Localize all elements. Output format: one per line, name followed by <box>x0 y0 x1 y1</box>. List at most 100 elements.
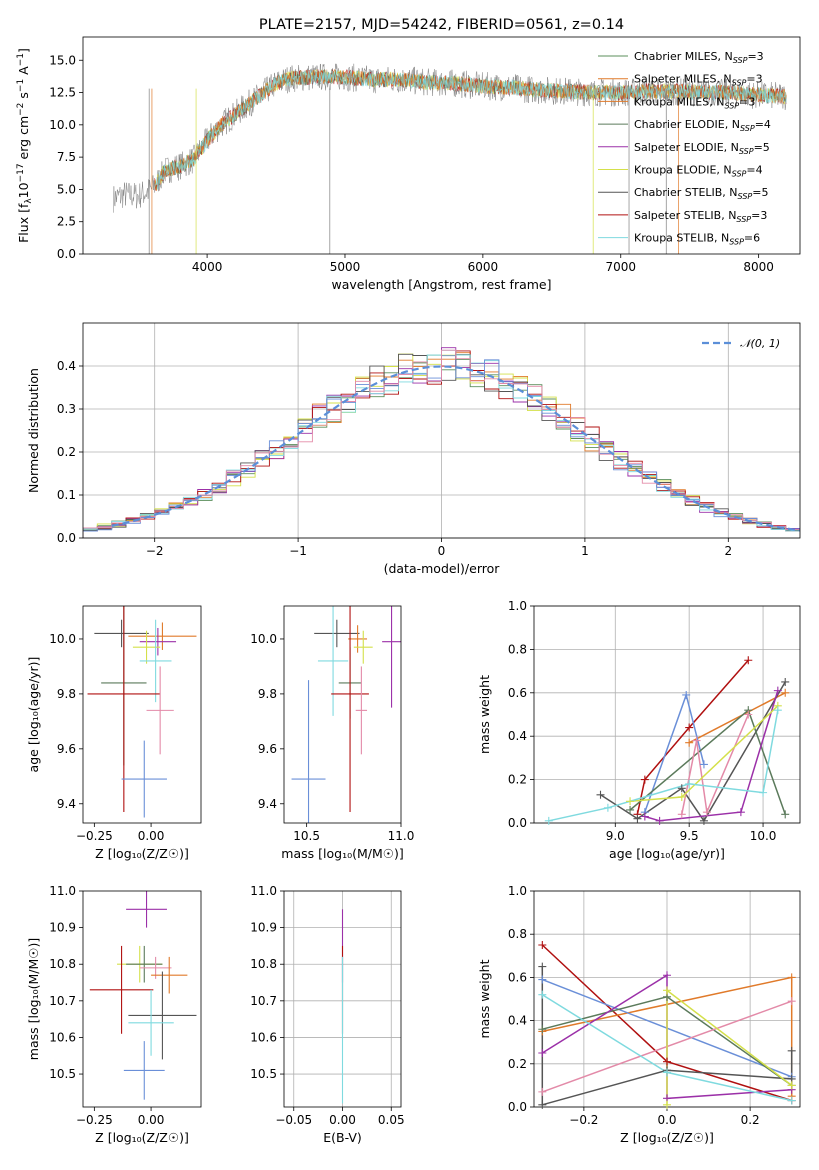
y-tick-label: 15.0 <box>49 53 76 67</box>
legend-entry: Salpeter STELIB, NSSP=3 <box>634 209 767 224</box>
panel-residuals: −2 −1 0 1 2 0.0 0.1 0.2 0.3 0.4 (data-model)/error… <box>26 322 801 576</box>
plot-area-age_vs_mass <box>291 606 401 823</box>
x-tick-label: 10.0 <box>750 829 777 843</box>
weight-marker <box>744 656 753 665</box>
weight-line <box>681 714 749 815</box>
legend-entry-tail: =3 <box>751 209 767 222</box>
weight-line <box>636 659 749 815</box>
legend-entry-base: Kroupa STELIB, N <box>634 232 729 245</box>
y-tick-label: 1.0 <box>508 884 527 898</box>
legend-entry: Kroupa STELIB, NSSP=6 <box>634 232 760 247</box>
legend-entry-tail: =4 <box>746 164 762 177</box>
weight-marker <box>787 1081 796 1090</box>
x-axis-label: mass [log₁₀(M/M☉)] <box>281 846 403 861</box>
y-axis-label: Flux [fλ10−17 erg cm−2 s−1 A−1] <box>16 48 34 243</box>
y-tick-label: 0.1 <box>57 488 76 502</box>
plot-area-age_vs_Z <box>87 606 197 818</box>
y-tick-label: 0.8 <box>508 642 527 656</box>
legend-entry: 𝒩(0, 1) <box>740 337 780 350</box>
y-tick-label: 9.4 <box>57 797 76 811</box>
weight-marker <box>685 738 694 747</box>
y-tick-label: 10.6 <box>250 1030 277 1044</box>
axes-frame <box>283 890 402 1108</box>
weight-marker <box>744 710 753 719</box>
legend-entry: Salpeter MILES, NSSP=3 <box>634 73 763 88</box>
y-tick-label: 0.0 <box>508 816 527 830</box>
normal-curve <box>111 365 800 532</box>
y-tick-label: 10.8 <box>49 957 76 971</box>
legend-entry-sub: SSP <box>739 147 754 156</box>
weight-line <box>688 692 786 744</box>
y-axis-label-part: ] <box>16 48 31 53</box>
y-tick-label: 10.8 <box>250 957 277 971</box>
y-tick-label: 11.0 <box>250 884 277 898</box>
plot-area-mass_vs_Z <box>89 891 197 1100</box>
y-tick-label: 0.2 <box>508 773 527 787</box>
x-tick-label: 0 <box>438 544 446 558</box>
panel-weight_vs_Z: −0.2 0.0 0.2 0.0 0.2 0.4 0.6 0.8 1.0 Z [log₁₀(Z/Z… <box>477 884 801 1145</box>
x-tick-label: −1 <box>289 544 307 558</box>
x-tick-label: 6000 <box>468 260 499 274</box>
x-axis-label: E(B-V) <box>323 1130 362 1145</box>
x-tick-label: 0.00 <box>138 1113 165 1127</box>
panel-mass_vs_Z: −0.25 0.00 10.5 10.6 10.7 10.8 10.9 11.0 Z [log₁… <box>26 884 202 1145</box>
weight-marker <box>626 797 635 806</box>
y-tick-label: 0.4 <box>57 359 76 373</box>
y-axis-label-part: s <box>16 92 31 103</box>
legend-entry-sub: SSP <box>740 124 755 133</box>
y-axis-label-part: λ <box>24 198 34 204</box>
y-axis-label-part: A <box>16 66 31 79</box>
legend-entry-tail: =3 <box>747 50 763 63</box>
y-axis-label-part: −1 <box>16 79 26 92</box>
weight-marker <box>663 1068 671 1077</box>
y-axis-label: age [log₁₀(age/yr)] <box>26 657 41 773</box>
weight-line <box>600 681 786 823</box>
legend-entry-sub: SSP <box>724 101 739 110</box>
weight-marker <box>682 690 691 699</box>
x-tick-label: 2 <box>724 544 732 558</box>
legend-entry-tail: =5 <box>752 186 768 199</box>
weight-marker <box>699 816 708 825</box>
y-tick-label: 12.5 <box>49 86 76 100</box>
weight-marker <box>538 1100 547 1109</box>
y-tick-label: 0.8 <box>508 927 527 941</box>
legend-entry-sub: SSP <box>738 192 753 201</box>
x-axis-label: Z [log₁₀(Z/Z☉)] <box>95 1130 189 1145</box>
y-tick-label: 0.2 <box>508 1057 527 1071</box>
y-tick-label: 7.5 <box>57 150 76 164</box>
legend-entry-tail: =4 <box>755 118 771 131</box>
weight-marker <box>685 779 694 788</box>
chart-title: PLATE=2157, MJD=54242, FIBERID=0561, z=0… <box>259 17 624 33</box>
axes-frame <box>283 605 402 824</box>
weight-marker <box>538 1087 547 1096</box>
y-tick-label: 10.6 <box>49 1030 76 1044</box>
weight-marker <box>603 803 612 812</box>
y-tick-label: 5.0 <box>57 182 76 196</box>
legend-entry-base: Chabrier ELODIE, N <box>634 118 740 131</box>
axes-frame <box>82 322 801 539</box>
legend-entry: Chabrier STELIB, NSSP=5 <box>634 186 768 201</box>
legend-entry: Kroupa ELODIE, NSSP=4 <box>634 164 763 179</box>
x-tick-label: 9.0 <box>606 829 625 843</box>
legend-entry-base: Chabrier STELIB, N <box>634 186 738 199</box>
weight-marker <box>699 760 708 769</box>
legend-entry: Chabrier ELODIE, NSSP=4 <box>634 118 771 133</box>
weight-marker <box>663 986 671 995</box>
x-axis-label: wavelength [Angstrom, rest frame] <box>331 277 551 292</box>
weight-marker <box>538 975 547 984</box>
spectrum-line <box>154 69 787 191</box>
y-axis-label: mass [log₁₀(M/M☉)] <box>26 938 41 1060</box>
plot-area-spectrum <box>113 63 787 254</box>
weight-marker <box>663 971 671 980</box>
panel-mass_vs_ebv: −0.05 0.00 0.05 10.5 10.6 10.7 10.8 10.9 11.0 E(B… <box>250 884 404 1145</box>
weight-marker <box>781 677 790 686</box>
y-axis-label-part: −17 <box>16 163 26 182</box>
weight-marker <box>787 1046 796 1055</box>
x-tick-label: 1 <box>581 544 589 558</box>
weight-marker <box>633 814 642 823</box>
weight-marker <box>677 784 686 793</box>
axes-frame <box>533 605 801 824</box>
weight-marker <box>663 1057 671 1066</box>
y-axis-label: mass weight <box>477 675 492 754</box>
y-tick-label: 10.0 <box>49 632 76 646</box>
